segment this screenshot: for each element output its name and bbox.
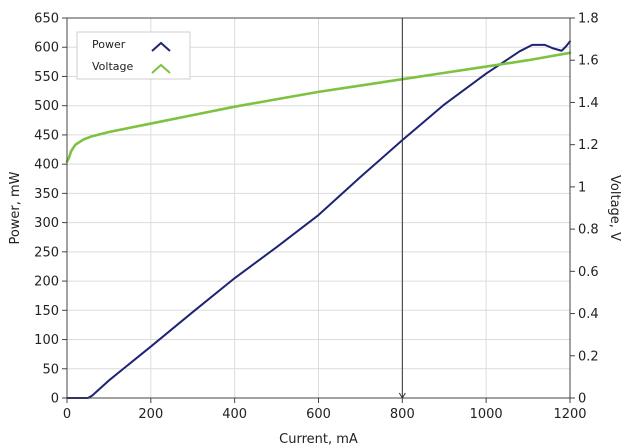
y-left-tick-label-3: 150 xyxy=(34,304,59,319)
x-tick-label-6: 1200 xyxy=(553,407,586,422)
y-left-axis-title: Power, mW xyxy=(8,171,23,244)
label-layer: Current, mA Power, mW Voltage, V 0 200 400… xyxy=(8,12,622,448)
y-left-tick-label-9: 450 xyxy=(34,128,59,143)
y-left-tick-label-2: 100 xyxy=(34,333,59,348)
y-right-tick-label-5: 1 xyxy=(578,180,586,195)
x-tick-label-0: 0 xyxy=(63,407,71,422)
y-right-tick-label-6: 1.2 xyxy=(578,138,599,153)
y-right-tick-label-8: 1.6 xyxy=(578,54,599,69)
x-tick-label-2: 400 xyxy=(222,407,247,422)
y-right-tick-label-9: 1.8 xyxy=(578,12,599,27)
legend-label-voltage: Voltage xyxy=(92,60,133,73)
x-tick-label-5: 1000 xyxy=(470,407,503,422)
x-tick-label-3: 600 xyxy=(306,407,331,422)
y-right-axis-title: Voltage, V xyxy=(607,175,622,241)
grid-layer xyxy=(66,17,571,399)
x-axis-title: Current, mA xyxy=(279,432,358,447)
y-right-tick-label-2: 0.4 xyxy=(578,307,599,322)
y-left-tick-label-13: 650 xyxy=(34,12,59,27)
y-left-tick-label-10: 500 xyxy=(34,99,59,114)
y-right-tick-label-4: 0.8 xyxy=(578,223,599,238)
y-right-tick-label-7: 1.4 xyxy=(578,96,599,111)
y-left-tick-label-7: 350 xyxy=(34,187,59,202)
y-left-tick-label-1: 50 xyxy=(42,362,59,377)
x-tick-label-4: 800 xyxy=(390,407,415,422)
legend-box xyxy=(76,31,191,80)
x-tick-label-1: 200 xyxy=(138,407,163,422)
y-left-tick-label-8: 400 xyxy=(34,158,59,173)
y-right-tick-label-0: 0 xyxy=(578,392,586,407)
y-left-tick-label-11: 550 xyxy=(34,70,59,85)
y-left-tick-label-5: 250 xyxy=(34,245,59,260)
legend-icon-power xyxy=(151,41,171,52)
y-left-tick-label-0: 0 xyxy=(51,392,59,407)
legend: Power Voltage xyxy=(76,31,191,80)
y-left-tick-label-12: 600 xyxy=(34,41,59,56)
y-left-tick-label-4: 200 xyxy=(34,275,59,290)
legend-label-power: Power xyxy=(92,38,126,51)
y-left-tick-label-6: 300 xyxy=(34,216,59,231)
y-right-tick-label-1: 0.2 xyxy=(578,349,599,364)
frame-layer xyxy=(62,17,575,403)
series-line-voltage xyxy=(65,51,572,163)
series-layer xyxy=(65,40,572,399)
series-line-power xyxy=(66,40,571,399)
y-right-tick-label-3: 0.6 xyxy=(578,265,599,280)
legend-icon-voltage xyxy=(151,63,171,74)
